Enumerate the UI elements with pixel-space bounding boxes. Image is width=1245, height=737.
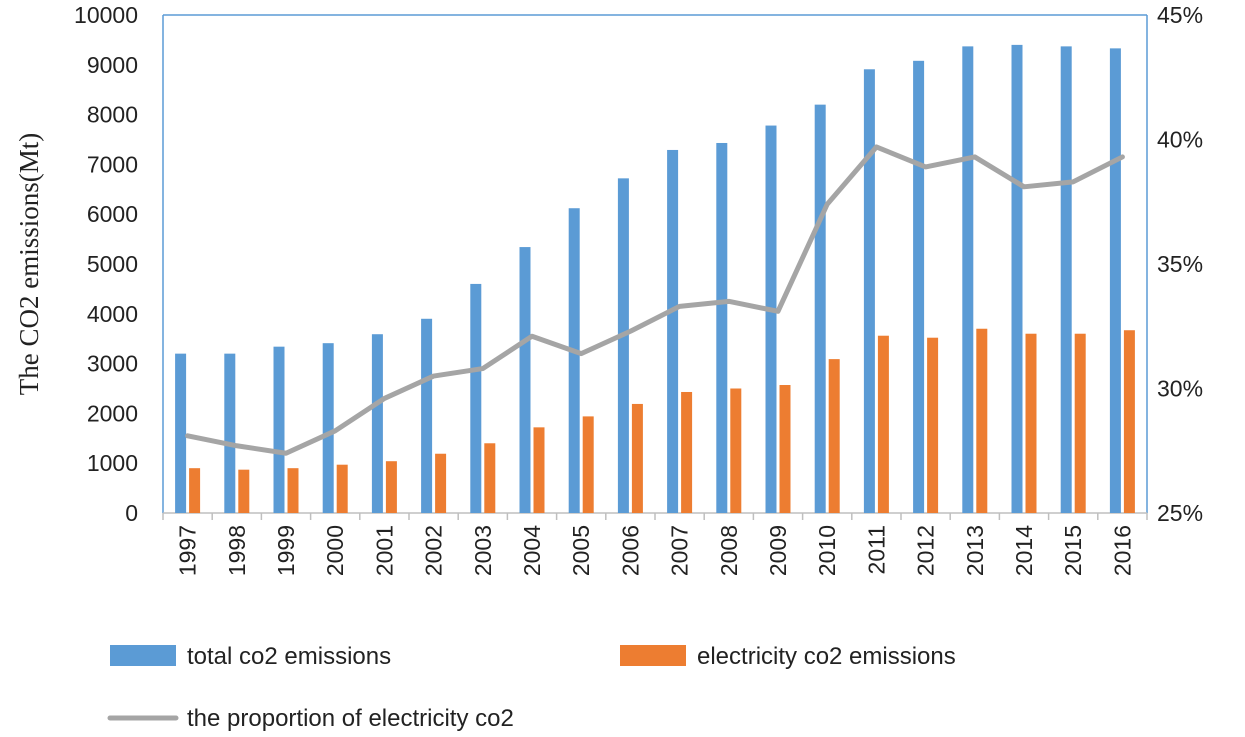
y-tick-label: 6000 <box>87 201 138 227</box>
y2-tick-label: 40% <box>1157 127 1203 153</box>
y-tick-label: 0 <box>125 500 138 526</box>
electricity-co2-bar <box>927 337 939 513</box>
legend-swatch <box>620 645 686 666</box>
total-co2-bar <box>962 46 974 514</box>
legend-total-co2: total co2 emissions <box>110 643 391 670</box>
y2-tick-label: 45% <box>1157 2 1203 28</box>
total-co2-bar <box>716 142 728 513</box>
electricity-co2-bar <box>730 388 742 513</box>
legend-electricity-co2: electricity co2 emissions <box>620 643 956 670</box>
electricity-co2-bar <box>533 427 545 513</box>
y-tick-label: 4000 <box>87 301 138 327</box>
electricity-co2-bar <box>1074 333 1086 513</box>
electricity-co2-bar <box>435 453 447 513</box>
x-tick-label: 2012 <box>913 525 939 576</box>
total-co2-bar <box>667 149 679 513</box>
y2-tick-label: 25% <box>1157 500 1203 526</box>
total-co2-bar <box>1011 44 1023 513</box>
x-tick-label: 2001 <box>371 525 397 576</box>
y-tick-label: 3000 <box>87 351 138 377</box>
x-tick-label: 2007 <box>667 525 693 576</box>
y2-tick-label: 35% <box>1157 251 1203 277</box>
total-co2-bar <box>913 60 925 513</box>
y-axis-title: The CO2 emissions(Mt) <box>14 133 44 396</box>
total-co2-bar <box>322 343 334 513</box>
y2-axis-ticks: 25% 30% 35% 40% 45% <box>1157 2 1203 526</box>
y-axis-ticks: 0 1000 2000 3000 4000 5000 6000 7000 8000 9000 100… <box>74 2 138 526</box>
x-axis-labels: 1997 1998 1999 2000 2001 2002 2003 2004 2005 2006… <box>175 525 1136 576</box>
total-co2-bar <box>470 283 482 513</box>
legend-proportion: the proportion of electricity co2 <box>107 705 514 732</box>
electricity-co2-bar <box>484 443 496 513</box>
bar-marks <box>175 44 1135 514</box>
total-co2-bar <box>175 353 187 513</box>
x-tick-label: 2016 <box>1109 525 1135 576</box>
x-tick-label: 1999 <box>273 525 299 576</box>
y-tick-label: 2000 <box>87 400 138 426</box>
electricity-co2-bar <box>631 403 643 513</box>
electricity-co2-bar <box>877 335 889 513</box>
y-tick-label: 8000 <box>87 102 138 128</box>
electricity-co2-bar <box>582 416 594 513</box>
x-tick-label: 2002 <box>421 525 447 576</box>
electricity-co2-bar <box>681 391 693 513</box>
legend-label: total co2 emissions <box>187 643 391 670</box>
x-tick-label: 2004 <box>519 525 545 576</box>
electricity-co2-bar <box>976 328 988 513</box>
x-tick-label: 1997 <box>175 525 201 576</box>
electricity-co2-bar <box>336 464 348 513</box>
proportion-line <box>185 144 1125 456</box>
electricity-co2-bar <box>189 468 201 513</box>
electricity-co2-bar <box>1025 333 1037 513</box>
total-co2-bar <box>421 318 433 513</box>
total-co2-bar <box>1060 46 1072 514</box>
y-tick-label: 1000 <box>87 450 138 476</box>
total-co2-bar <box>519 247 531 513</box>
total-co2-bar <box>273 346 285 513</box>
y-tick-label: 7000 <box>87 151 138 177</box>
plot-frame-group <box>162 14 1148 514</box>
x-tick-label: 2008 <box>716 525 742 576</box>
electricity-co2-bar <box>385 461 397 513</box>
total-co2-bar <box>371 334 383 513</box>
electricity-co2-bar <box>287 468 299 513</box>
y-tick-label: 5000 <box>87 251 138 277</box>
x-axis-tick-marks <box>162 513 1148 520</box>
x-tick-label: 2014 <box>1011 525 1037 576</box>
total-co2-bar <box>568 208 580 513</box>
total-co2-bar <box>1109 48 1121 514</box>
x-tick-label: 2009 <box>765 525 791 576</box>
total-co2-bar <box>765 125 777 513</box>
x-tick-label: 2011 <box>863 525 889 574</box>
y-tick-label: 10000 <box>74 2 138 28</box>
y2-tick-label: 30% <box>1157 376 1203 402</box>
x-tick-label: 2006 <box>617 525 643 576</box>
x-tick-label: 2003 <box>470 525 496 576</box>
electricity-co2-bar <box>779 385 791 513</box>
line-marks <box>185 144 1125 456</box>
legend-swatch <box>110 645 176 666</box>
x-tick-label: 2005 <box>568 525 594 576</box>
electricity-co2-bar <box>1123 330 1135 513</box>
x-tick-label: 2015 <box>1060 525 1086 576</box>
legend: total co2 emissions electricity co2 emiss… <box>107 643 956 732</box>
x-tick-label: 2013 <box>962 525 988 576</box>
legend-label: electricity co2 emissions <box>697 643 956 670</box>
y-tick-label: 9000 <box>87 52 138 78</box>
x-tick-label: 2010 <box>814 525 840 576</box>
electricity-co2-bar <box>828 359 840 513</box>
electricity-co2-bar <box>238 469 250 513</box>
x-tick-label: 2000 <box>322 525 348 576</box>
total-co2-bar <box>814 104 826 513</box>
legend-label: the proportion of electricity co2 <box>187 705 514 732</box>
total-co2-bar <box>863 69 875 514</box>
x-tick-label: 1998 <box>224 525 250 576</box>
total-co2-bar <box>224 353 236 513</box>
total-co2-bar <box>617 178 629 513</box>
